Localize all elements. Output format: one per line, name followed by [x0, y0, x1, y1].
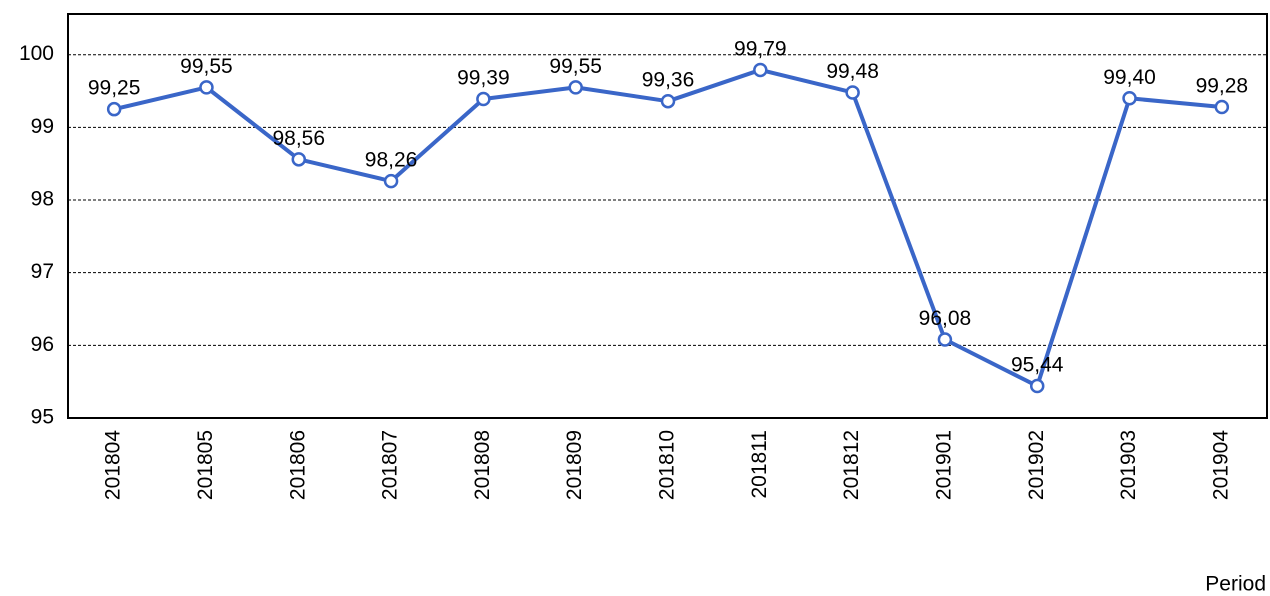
data-label: 99,79 — [734, 37, 787, 60]
marker — [1214, 99, 1230, 115]
x-tick-label: 201809 — [563, 430, 586, 500]
x-tick-label: 201808 — [471, 430, 494, 500]
data-label: 99,55 — [549, 55, 602, 78]
data-label: 99,48 — [826, 60, 879, 83]
x-tick-label: 201807 — [379, 430, 402, 500]
data-label: 95,44 — [1011, 354, 1064, 377]
marker — [568, 80, 583, 95]
marker — [660, 93, 676, 109]
data-label: 99,25 — [88, 77, 141, 100]
x-tick-label: 201804 — [102, 430, 125, 500]
y-tick-label: 98 — [31, 188, 54, 211]
x-tick-label: 201811 — [748, 430, 771, 499]
x-tick-label: 201901 — [932, 430, 955, 500]
marker — [199, 80, 214, 95]
x-tick-label: 201806 — [286, 430, 309, 500]
x-tick-label: 201805 — [194, 430, 217, 500]
y-tick-label: 95 — [31, 406, 54, 429]
marker — [291, 152, 307, 167]
marker — [1029, 378, 1045, 394]
marker — [937, 332, 953, 347]
marker — [106, 101, 122, 117]
plot-frame — [67, 13, 1268, 419]
y-tick-label: 97 — [31, 260, 54, 283]
data-label: 99,28 — [1196, 75, 1249, 98]
y-tick-label: 100 — [19, 42, 54, 65]
marker — [845, 85, 860, 100]
data-label: 99,36 — [642, 69, 695, 92]
data-label: 99,39 — [457, 67, 510, 90]
marker — [1122, 91, 1137, 106]
y-tick-label: 99 — [31, 115, 54, 138]
x-tick-label: 201904 — [1209, 430, 1232, 500]
data-label: 99,55 — [180, 55, 233, 78]
data-label: 98,26 — [365, 149, 418, 172]
x-tick-label: 201903 — [1117, 430, 1140, 500]
data-label: 96,08 — [919, 307, 972, 330]
x-tick-label: 201812 — [840, 430, 863, 500]
data-label: 98,56 — [272, 127, 325, 150]
data-label: 99,40 — [1103, 66, 1156, 89]
x-tick-label: 201902 — [1025, 430, 1048, 500]
x-tick-label: 201810 — [656, 430, 679, 500]
y-tick-label: 96 — [31, 333, 54, 356]
marker — [476, 91, 491, 107]
marker — [383, 173, 399, 189]
line — [113, 67, 1223, 389]
marker — [753, 62, 768, 78]
x-axis-label: Period — [1205, 573, 1266, 596]
